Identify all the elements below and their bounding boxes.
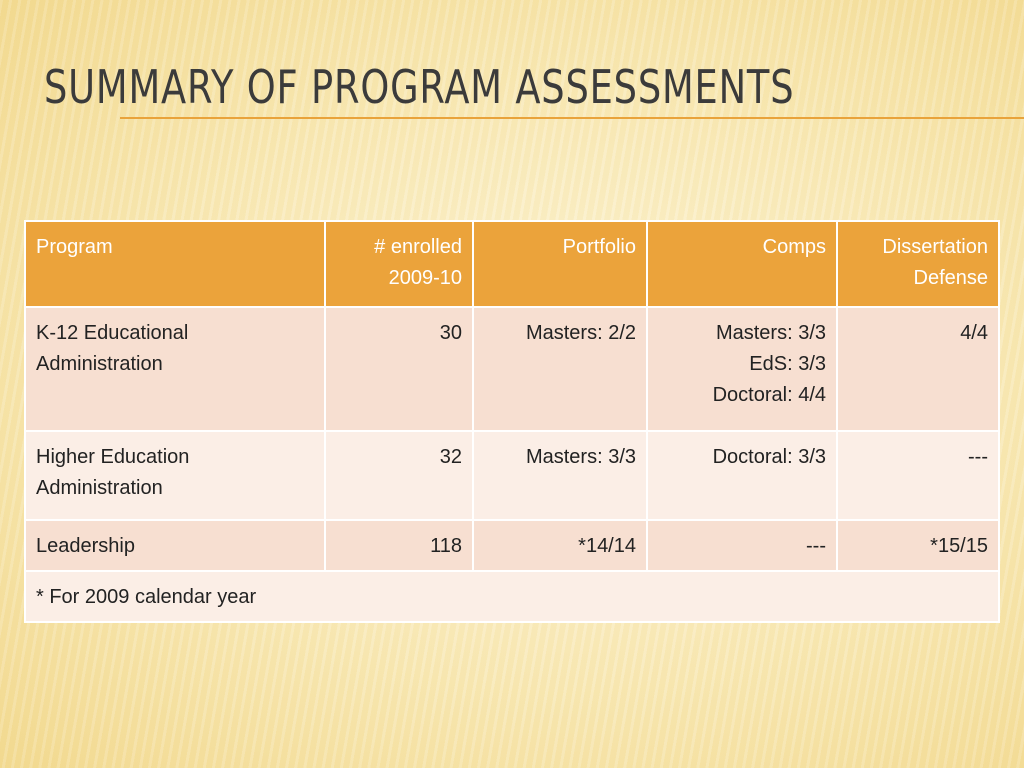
cell-enrolled: 30 — [326, 308, 472, 430]
cell-dissertation: 4/4 — [838, 308, 998, 430]
assessment-table-container: Program # enrolled 2009-10 Portfolio Com… — [24, 220, 1000, 623]
comps-eds: EdS: 3/3 — [749, 353, 826, 375]
table-header-row: Program # enrolled 2009-10 Portfolio Com… — [26, 222, 998, 306]
comps-doctoral: Doctoral: 4/4 — [712, 384, 826, 406]
cell-dissertation: *15/15 — [838, 521, 998, 570]
cell-portfolio: *14/14 — [474, 521, 646, 570]
comps-value: --- — [806, 535, 826, 557]
comps-doctoral: Doctoral: 3/3 — [712, 446, 826, 468]
program-name: Leadership — [36, 535, 135, 557]
cell-comps: Doctoral: 3/3 — [648, 432, 836, 519]
cell-comps: --- — [648, 521, 836, 570]
cell-dissertation: --- — [838, 432, 998, 519]
header-portfolio: Portfolio — [474, 222, 646, 306]
table-row: K-12 Educational Administration 30 Maste… — [26, 308, 998, 430]
header-portfolio-label: Portfolio — [562, 236, 636, 258]
cell-program: K-12 Educational Administration — [26, 308, 324, 430]
header-program-label: Program — [36, 236, 113, 258]
header-program: Program — [26, 222, 324, 306]
slide-title: Summary of Program Assessments — [44, 60, 795, 114]
cell-portfolio: Masters: 2/2 — [474, 308, 646, 430]
cell-enrolled: 32 — [326, 432, 472, 519]
assessment-table: Program # enrolled 2009-10 Portfolio Com… — [24, 220, 1000, 623]
table-row: Higher Education Administration 32 Maste… — [26, 432, 998, 519]
table-footnote-row: * For 2009 calendar year — [26, 572, 998, 621]
program-name: K-12 Educational — [36, 322, 189, 344]
program-name: Higher Education — [36, 446, 190, 468]
header-dissertation-label-2: Defense — [913, 267, 989, 289]
comps-masters: Masters: 3/3 — [715, 322, 826, 344]
footnote-cell: * For 2009 calendar year — [26, 572, 998, 621]
cell-program: Leadership — [26, 521, 324, 570]
header-dissertation-label: Dissertation — [882, 236, 988, 258]
program-name-2: Administration — [36, 353, 163, 375]
cell-portfolio: Masters: 3/3 — [474, 432, 646, 519]
table-row: Leadership 118 *14/14 --- *15/15 — [26, 521, 998, 570]
header-comps-label: Comps — [762, 236, 826, 258]
cell-enrolled: 118 — [326, 521, 472, 570]
cell-program: Higher Education Administration — [26, 432, 324, 519]
title-underline — [120, 117, 1024, 119]
header-comps: Comps — [648, 222, 836, 306]
cell-comps: Masters: 3/3 EdS: 3/3 Doctoral: 4/4 — [648, 308, 836, 430]
header-dissertation: Dissertation Defense — [838, 222, 998, 306]
header-enrolled-label: # enrolled — [374, 236, 462, 258]
program-name-2: Administration — [36, 477, 163, 499]
header-enrolled-year: 2009-10 — [388, 267, 462, 289]
header-enrolled: # enrolled 2009-10 — [326, 222, 472, 306]
